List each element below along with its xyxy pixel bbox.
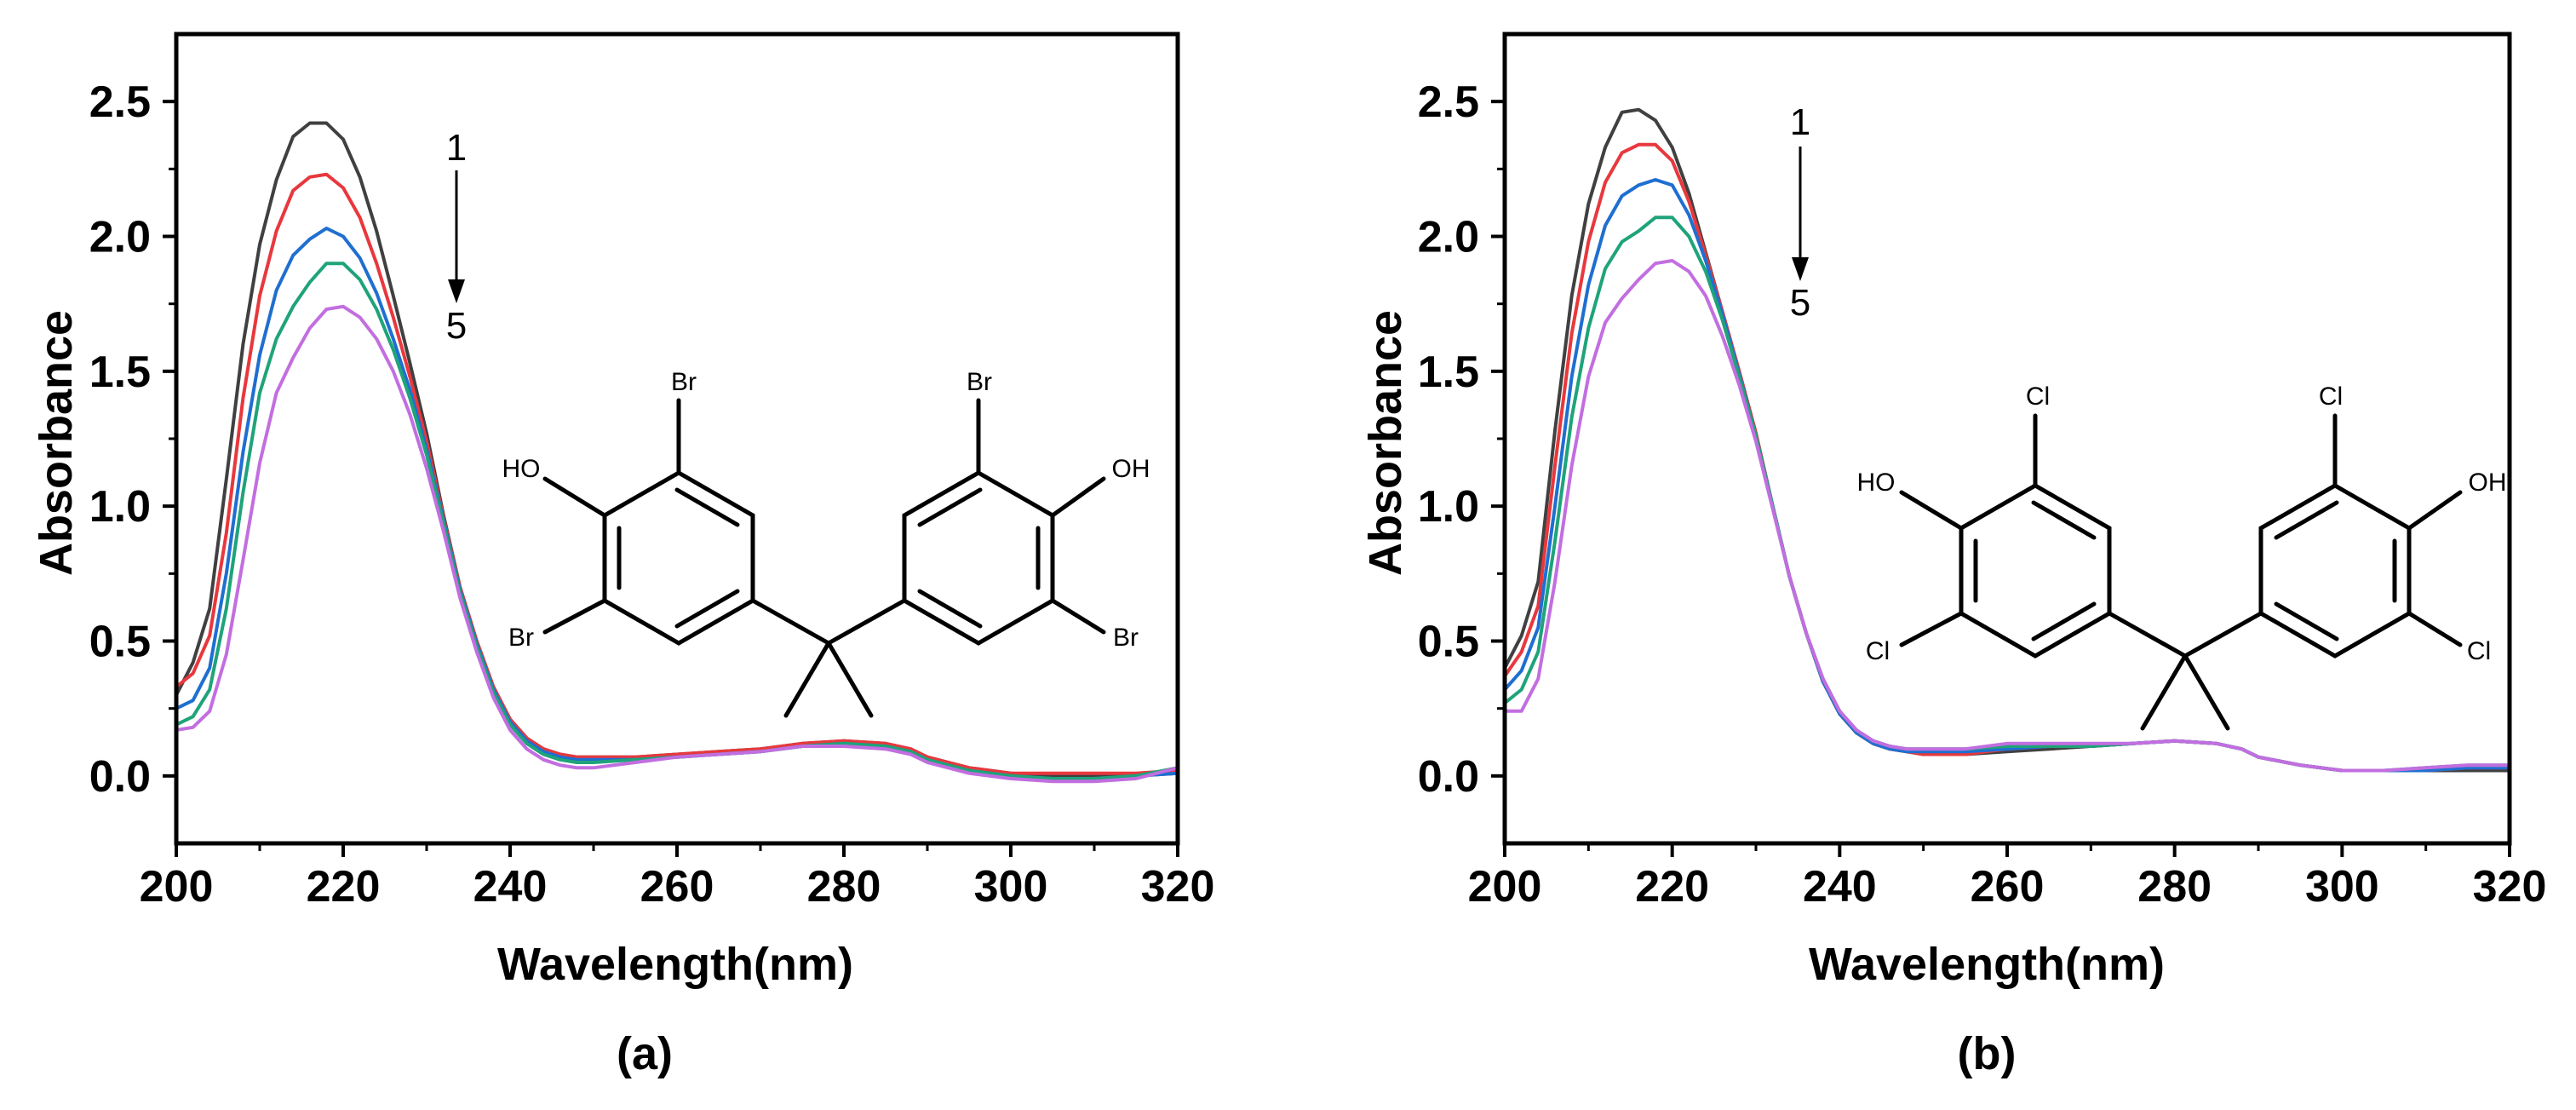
right-hydroxyl-label: OH (1112, 455, 1150, 483)
panel-b-label: (b) (1958, 1028, 2017, 1079)
panel-b: Absorbance Wavelength(nm) (b) 1 5 (1360, 101, 2507, 1079)
left-top-halogen-label: Cl (2026, 382, 2050, 411)
panel-a-y-axis-label: Absorbance (31, 310, 82, 576)
bond-left-ring-to-hydroxyl (1899, 490, 1964, 531)
panel-a-series-line-4 (175, 262, 1179, 780)
panel-a-order-end: 5 (446, 305, 467, 347)
tetrabromobisphenol-a-structure (542, 398, 1106, 718)
panel-b-y-tick-label: 0.5 (1418, 618, 1479, 667)
right-hydroxyl-label: OH (2469, 469, 2507, 497)
panel-a-y-tick-label: 1.0 (89, 482, 151, 532)
right-phenyl-ring (902, 470, 1055, 646)
right-ring-double-bond-2 (917, 589, 983, 629)
left-ring-double-bond-2 (2031, 601, 2097, 641)
left-hydroxyl-label: HO (1857, 469, 1896, 497)
right-top-halogen-label: Br (967, 368, 992, 396)
panel-a-x-tick-label: 200 (140, 862, 214, 912)
left-bottom-halogen-label: Br (508, 624, 534, 652)
left-hydroxyl-label: HO (502, 455, 541, 483)
left-ring-double-bond-1 (674, 487, 740, 527)
bond-left-ring-to-hydroxyl (542, 476, 607, 518)
left-bottom-halogen-label: Cl (1866, 637, 1890, 665)
panel-a-plot: 200 220 240 260 280 300 320 0.0 0.5 1.0 1.5 2.0 2.5 (89, 32, 1215, 912)
bond-right-ring-to-bottom-halogen (2407, 611, 2463, 647)
panel-b-x-tick-label: 300 (2305, 862, 2379, 912)
panel-a-x-tick-label: 320 (1141, 862, 1215, 912)
panel-b-y-axis-label: Absorbance (1360, 310, 1411, 576)
panel-a-x-tick-label: 260 (640, 862, 714, 912)
panel-b-x-tick-label: 200 (1468, 862, 1542, 912)
panel-a-y-tick-label: 2.0 (89, 213, 151, 262)
bond-left-ring-to-quaternary-carbon (750, 598, 831, 646)
panel-b-series-line-2 (1503, 142, 2510, 773)
right-ring-double-bond-1 (917, 487, 983, 527)
methyl-bond-left (783, 641, 831, 718)
panel-a-y-tick-label: 0.0 (89, 752, 151, 802)
left-phenyl-ring (1959, 483, 2112, 659)
panel-b-x-tick-label: 220 (1635, 862, 1709, 912)
panel-b-y-tick-label: 2.0 (1418, 213, 1479, 262)
panel-a: Absorbance Wavelength(nm) (a) 1 5 (31, 127, 1150, 1079)
panel-b-series-line-5 (1505, 259, 2510, 773)
left-phenyl-ring (602, 470, 755, 646)
bond-left-ring-to-bottom-halogen (1899, 611, 1964, 647)
panel-b-axes-frame (1502, 32, 2512, 846)
panel-b-order-end: 5 (1790, 282, 1810, 324)
methyl-bond-right (826, 641, 874, 718)
right-bottom-halogen-label: Cl (2467, 637, 2491, 665)
right-bottom-halogen-label: Br (1113, 624, 1139, 652)
panel-b-y-tick-label: 2.5 (1418, 78, 1479, 127)
left-top-halogen-label: Br (671, 368, 697, 396)
panel-b-series-line-1 (1503, 107, 2510, 773)
panel-a-label: (a) (617, 1028, 673, 1079)
panel-b-series-line-4 (1503, 216, 2510, 773)
bond-left-ring-to-bottom-halogen (542, 598, 607, 635)
panel-a-order-start: 1 (446, 127, 467, 169)
panel-b-y-tick-label: 1.0 (1418, 482, 1479, 532)
left-ring-double-bond-2 (674, 589, 740, 629)
panel-a-x-tick-label: 220 (307, 862, 381, 912)
panel-a-y-tick-label: 1.5 (89, 348, 151, 397)
right-ring-double-bond-2 (2274, 601, 2339, 641)
bond-right-ring-to-quaternary-carbon (2183, 611, 2263, 659)
panel-b-series-line-3 (1503, 178, 2510, 773)
panel-a-y-tick-label: 2.5 (89, 78, 151, 127)
panel-b-x-tick-label: 280 (2137, 862, 2212, 912)
bond-right-ring-to-bottom-halogen (1050, 598, 1106, 635)
bond-right-ring-to-hydroxyl (1050, 476, 1106, 518)
panel-a-y-tick-label: 0.5 (89, 618, 151, 667)
panel-a-order-arrowhead (448, 279, 465, 303)
panel-b-x-tick-label: 320 (2473, 862, 2547, 912)
panel-a-x-tick-label: 240 (473, 862, 548, 912)
panel-b-x-axis-label: Wavelength(nm) (1809, 939, 2165, 990)
bond-right-ring-to-hydroxyl (2407, 490, 2463, 531)
panel-b-order-start: 1 (1790, 101, 1810, 143)
panel-b-x-tick-label: 260 (1971, 862, 2045, 912)
tetrachlorobisphenol-a-structure (1899, 413, 2463, 731)
methyl-bond-left (2140, 653, 2188, 731)
bond-right-ring-to-quaternary-carbon (826, 598, 907, 646)
panel-b-y-tick-label: 1.5 (1418, 348, 1479, 397)
panel-a-series-line-5 (175, 304, 1179, 784)
panel-a-x-tick-label: 300 (974, 862, 1048, 912)
panel-b-order-arrowhead (1792, 257, 1809, 281)
right-phenyl-ring (2258, 483, 2412, 659)
panel-b-x-tick-label: 240 (1803, 862, 1877, 912)
bond-left-ring-to-quaternary-carbon (2107, 611, 2188, 659)
panel-a-x-axis-label: Wavelength(nm) (497, 939, 853, 990)
right-ring-double-bond-1 (2274, 500, 2339, 540)
panel-a-x-tick-label: 280 (807, 862, 881, 912)
right-top-halogen-label: Cl (2319, 382, 2343, 411)
left-ring-double-bond-1 (2031, 500, 2097, 540)
methyl-bond-right (2183, 653, 2230, 731)
panel-b-y-tick-label: 0.0 (1418, 752, 1479, 802)
panel-b-plot: 200 220 240 260 280 300 320 0.0 0.5 1.0 1.5 2.0 2.5 (1418, 32, 2547, 912)
